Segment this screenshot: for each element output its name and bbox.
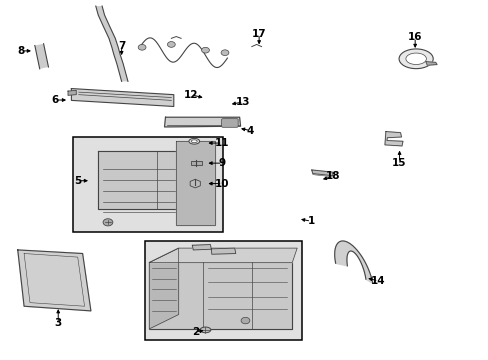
Circle shape	[103, 219, 113, 226]
Polygon shape	[164, 117, 240, 127]
Circle shape	[221, 50, 228, 55]
Text: 5: 5	[74, 176, 81, 186]
Polygon shape	[149, 248, 178, 329]
Bar	[144, 241, 302, 339]
Text: 3: 3	[55, 319, 61, 328]
Ellipse shape	[398, 49, 432, 69]
Polygon shape	[211, 248, 235, 254]
Polygon shape	[35, 44, 48, 69]
Polygon shape	[149, 248, 297, 262]
Text: 10: 10	[215, 179, 229, 189]
FancyBboxPatch shape	[221, 119, 238, 127]
Polygon shape	[425, 62, 436, 65]
Polygon shape	[71, 89, 173, 107]
Text: 11: 11	[215, 138, 229, 148]
Text: 16: 16	[407, 32, 422, 42]
Bar	[73, 137, 222, 232]
Text: 13: 13	[236, 97, 250, 107]
Text: 15: 15	[391, 158, 406, 168]
Ellipse shape	[191, 140, 197, 143]
Text: 8: 8	[18, 46, 25, 56]
Polygon shape	[311, 170, 332, 176]
Polygon shape	[334, 241, 372, 283]
Text: 17: 17	[251, 29, 266, 39]
Polygon shape	[384, 132, 402, 146]
Circle shape	[241, 318, 249, 324]
Ellipse shape	[188, 138, 199, 144]
Text: 9: 9	[219, 158, 225, 168]
Text: 14: 14	[370, 276, 385, 286]
Polygon shape	[68, 90, 76, 95]
FancyBboxPatch shape	[190, 161, 201, 165]
Polygon shape	[176, 141, 215, 225]
Text: 4: 4	[246, 126, 254, 135]
Circle shape	[138, 44, 146, 50]
Polygon shape	[98, 151, 193, 210]
Polygon shape	[149, 262, 292, 329]
Polygon shape	[18, 250, 91, 311]
Circle shape	[201, 47, 209, 53]
Text: 6: 6	[52, 95, 59, 105]
Text: 18: 18	[325, 171, 340, 181]
Polygon shape	[192, 244, 211, 250]
Text: 1: 1	[307, 216, 314, 226]
Text: 2: 2	[192, 327, 199, 337]
Circle shape	[167, 41, 175, 47]
Ellipse shape	[200, 327, 210, 333]
Text: 7: 7	[118, 41, 125, 50]
Polygon shape	[96, 6, 128, 81]
Text: 12: 12	[183, 90, 198, 100]
Ellipse shape	[405, 53, 426, 64]
